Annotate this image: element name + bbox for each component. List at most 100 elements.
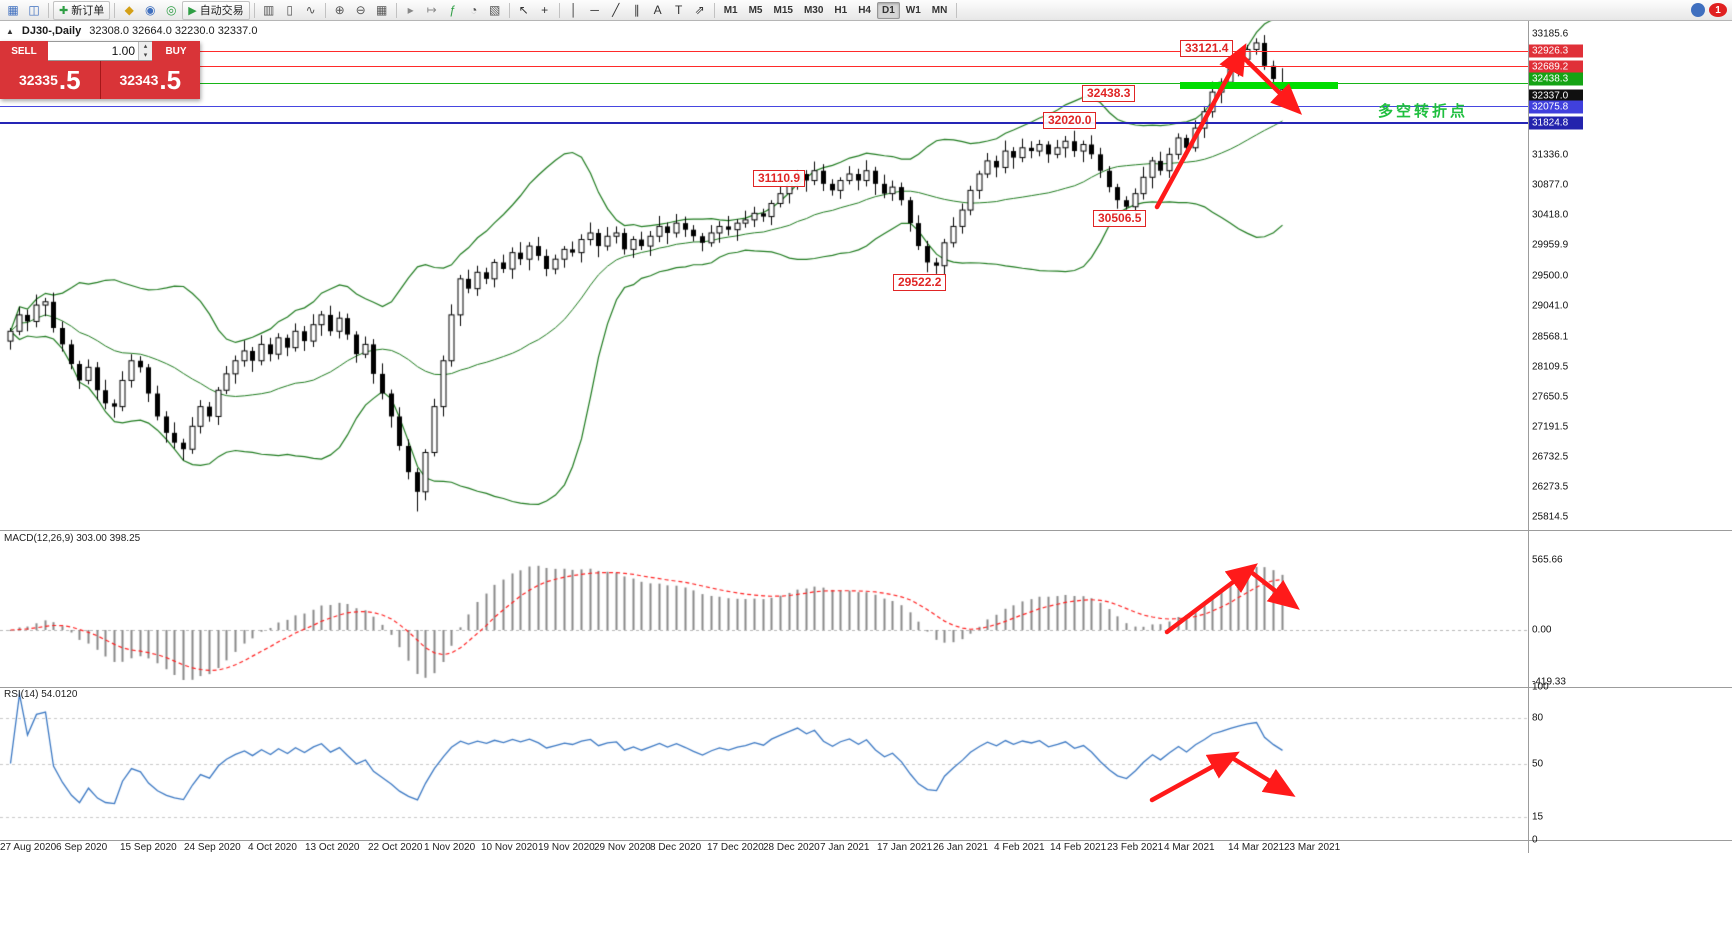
alerts-icon[interactable] [1691, 3, 1705, 17]
volume-field[interactable]: 1.00 ▴ ▾ [48, 41, 152, 61]
new-order-button-label: 新订单 [71, 5, 105, 17]
date-tick: 24 Sep 2020 [184, 842, 241, 853]
swing-label-33121.4[interactable]: 33121.4 [1180, 40, 1234, 57]
date-tick: 19 Nov 2020 [538, 842, 595, 853]
new-chart-icon[interactable]: ▦ [7, 3, 19, 17]
templates-icon[interactable]: ▧ [489, 3, 501, 17]
timeframe-m1-button[interactable]: M1 [723, 4, 738, 16]
metaeditor-icon[interactable]: ◆ [124, 3, 134, 17]
volume-up-button[interactable]: ▴ [139, 42, 152, 51]
sell-price-main: 32335 [18, 72, 58, 88]
crosshair-icon[interactable]: + [541, 3, 549, 17]
profiles-icon[interactable]: ◫ [28, 3, 40, 17]
auto-scroll-icon[interactable]: ▸ [407, 3, 414, 17]
price-line-32689.2[interactable] [0, 66, 1528, 68]
vertical-line-icon[interactable]: │ [569, 3, 578, 17]
chart-shift-icon[interactable]: ↦ [426, 3, 437, 17]
sell-price[interactable]: 32335.5 [0, 61, 101, 99]
text-tool-icon[interactable]: A [653, 3, 662, 17]
price-axis-box-32926.3: 32926.3 [1529, 44, 1583, 58]
price-axis-box-32075.8: 32075.8 [1529, 100, 1583, 114]
macd-axis-label: 565.66 [1532, 554, 1563, 566]
volume-down-button[interactable]: ▾ [139, 51, 152, 60]
price-axis-label: 27650.5 [1532, 391, 1569, 403]
timeframe-d1-button[interactable]: D1 [877, 1, 900, 19]
toolbar-separator [324, 2, 326, 18]
swing-label-32020.0[interactable]: 32020.0 [1043, 112, 1097, 129]
timeframe-w1-button[interactable]: W1 [905, 4, 921, 16]
price-axis-label: 30877.0 [1532, 179, 1569, 191]
timeframe-m30-button[interactable]: M30 [803, 4, 824, 16]
price-axis-label: 27191.5 [1532, 421, 1569, 433]
candlestick-chart-icon[interactable]: ▯ [286, 3, 293, 17]
rsi-separator[interactable] [0, 687, 1732, 688]
market-watch-icon[interactable]: ◉ [144, 3, 156, 17]
price-line-32075.8[interactable] [0, 106, 1528, 108]
strategy-tester-icon[interactable]: ◎ [165, 3, 177, 17]
label-tool-icon[interactable]: T [675, 3, 683, 17]
macd-label: MACD(12,26,9) 303.00 398.25 [4, 533, 141, 544]
price-line-32926.3[interactable] [0, 50, 1528, 52]
volume-value[interactable]: 1.00 [111, 44, 135, 58]
turning-point-line[interactable] [1180, 81, 1338, 89]
indicators-icon[interactable]: ƒ [449, 3, 457, 17]
buy-price[interactable]: 32343.5 [101, 61, 201, 99]
price-axis-label: 26732.5 [1532, 451, 1569, 463]
bar-chart-icon[interactable]: ▥ [263, 3, 275, 17]
new-order-button[interactable]: ✚ 新订单 [53, 0, 111, 20]
swing-label-32438.3[interactable]: 32438.3 [1082, 85, 1136, 102]
price-axis-box-32689.2: 32689.2 [1529, 60, 1583, 74]
macd-axis-label: 0.00 [1532, 624, 1552, 636]
price-axis-label: 33185.6 [1532, 28, 1569, 40]
timeframe-m15-button[interactable]: M15 [773, 4, 793, 16]
date-tick: 4 Oct 2020 [248, 842, 297, 853]
timeframe-m5-button[interactable]: M5 [748, 4, 763, 16]
grid-icon[interactable]: ▦ [376, 3, 388, 17]
swing-label-30506.5[interactable]: 30506.5 [1093, 210, 1147, 227]
arrow-tool-icon[interactable]: ⇗ [694, 3, 705, 17]
sell-button[interactable]: SELL [0, 41, 48, 61]
trendline-icon[interactable]: ╱ [612, 3, 620, 17]
date-tick: 17 Dec 2020 [707, 842, 764, 853]
rsi-axis-label: 100 [1532, 681, 1549, 693]
price-axis-box-32337.0: 32337.0 [1529, 89, 1583, 103]
rsi-axis-label: 15 [1532, 811, 1544, 823]
date-tick: 13 Oct 2020 [305, 842, 360, 853]
toolbar-separator [253, 2, 255, 18]
toolbar-separator [395, 2, 397, 18]
date-tick: 4 Feb 2021 [994, 842, 1045, 853]
timeframe-h1-button[interactable]: H1 [834, 4, 848, 16]
one-click-trading-panel: SELL 1.00 ▴ ▾ BUY 32335.5 32343.5 [0, 41, 200, 99]
toolbar-separator [48, 2, 49, 18]
buy-price-main: 32343 [119, 72, 159, 88]
price-line-31824.8[interactable] [0, 122, 1528, 125]
macd-separator[interactable] [0, 530, 1732, 531]
price-axis-label: 29041.0 [1532, 300, 1569, 312]
horizontal-line-icon[interactable]: ─ [590, 3, 599, 17]
notification-badge[interactable]: 1 [1709, 3, 1727, 17]
date-tick: 26 Jan 2021 [933, 842, 989, 853]
timeframe-mn-button[interactable]: MN [931, 4, 948, 16]
toolbar-separator [956, 2, 958, 18]
auto-trading-button[interactable]: ▶ 自动交易 [182, 0, 250, 20]
price-axis-label: 28109.5 [1532, 361, 1569, 373]
rsi-axis-label: 80 [1532, 712, 1544, 724]
panel-collapse-icon[interactable]: ▲ [6, 26, 14, 36]
swing-label-31110.9[interactable]: 31110.9 [753, 170, 806, 187]
date-tick: 15 Sep 2020 [120, 842, 177, 853]
periods-icon[interactable]: ◔ [470, 3, 478, 17]
ohlc-values: 32308.0 32664.0 32230.0 32337.0 [89, 25, 258, 37]
buy-button[interactable]: BUY [152, 41, 200, 61]
date-tick: 29 Nov 2020 [594, 842, 651, 853]
date-tick: 8 Dec 2020 [650, 842, 702, 853]
timeframe-h4-button[interactable]: H4 [858, 4, 871, 16]
price-axis-border [1528, 21, 1529, 853]
zoom-out-icon[interactable]: ⊖ [355, 3, 366, 17]
swing-label-29522.2[interactable]: 29522.2 [893, 274, 947, 291]
zoom-in-icon[interactable]: ⊕ [334, 3, 345, 17]
line-chart-icon[interactable]: ∿ [305, 3, 316, 17]
cursor-icon[interactable]: ↖ [518, 3, 529, 17]
price-line-32438.3[interactable] [0, 82, 1528, 84]
channel-icon[interactable]: ∥ [633, 3, 640, 17]
